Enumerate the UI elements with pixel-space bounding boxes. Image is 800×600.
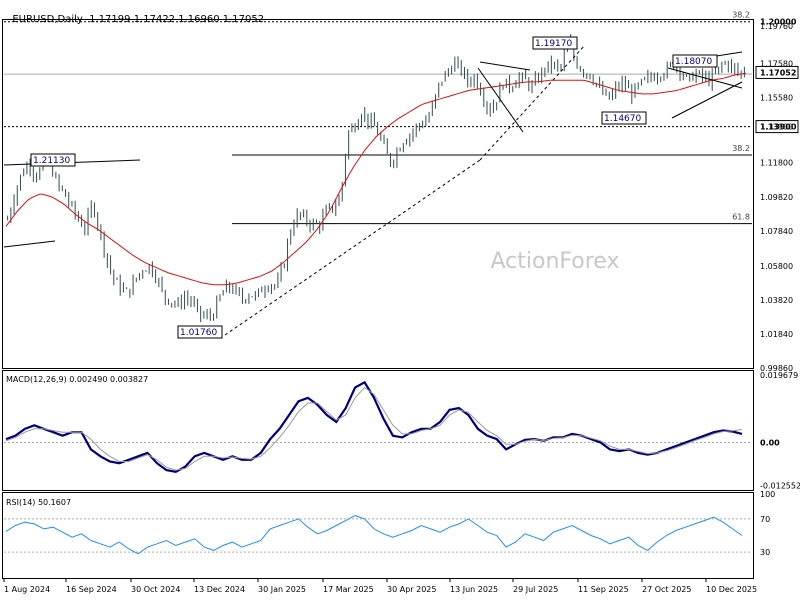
trend-line-3 [477, 67, 524, 133]
price-tick-2: 1.15580 [760, 94, 793, 103]
x-tick-label-2: 30 Oct 2024 [131, 585, 180, 594]
rsi-pane-frame [2, 492, 754, 579]
swing-annotation-4: 1.18070 [675, 57, 712, 67]
price-tick-6: 1.07840 [760, 227, 793, 236]
rsi-tick-2: 30 [760, 548, 770, 557]
swing-annotation-1: 1.01760 [180, 328, 217, 338]
rsi-series-line [5, 515, 743, 555]
swing-annotation-0: 1.21130 [33, 156, 70, 166]
level-tag-1-20000: 1.20000 [760, 18, 797, 27]
swing-annotation-box-2 [532, 36, 578, 50]
x-tick-label-9: 11 Sep 2025 [578, 585, 629, 594]
price-tick-10: 0.99860 [760, 364, 793, 373]
axis-layer: 1.19760 1.17580 1.15580 1.13900 1.11800 1.098… [3, 18, 800, 594]
price-pane-frame [2, 19, 754, 369]
current-price-tag: 1.17052 [760, 68, 796, 77]
price-tick-3: 1.13900 [760, 123, 793, 132]
pane-frames [2, 19, 754, 579]
macd-layer: MACD(12,26,9) 0.002490 0.003827 [4, 375, 752, 473]
x-tick-label-3: 13 Dec 2024 [194, 585, 245, 594]
x-tick-label-0: 1 Aug 2024 [4, 585, 50, 594]
trend-line-1 [3, 240, 56, 248]
swing-annotation-box-3 [601, 111, 647, 125]
current-price-tag-bg [755, 65, 799, 79]
swing-annotation-2: 1.19170 [535, 39, 572, 49]
x-tick-label-1: 16 Sep 2024 [66, 585, 117, 594]
macd-pane-frame [2, 370, 754, 491]
price-tick-8: 1.03820 [760, 296, 793, 305]
level-tag-1-13900: 1.13900 [760, 123, 797, 132]
price-tick-0: 1.19760 [760, 22, 793, 31]
price-tick-1: 1.17580 [760, 59, 793, 68]
x-tick-label-8: 29 Jul 2025 [513, 585, 558, 594]
moving-average-line [5, 72, 747, 286]
macd-tick-1: 0.00 [760, 439, 780, 448]
price-tick-4: 1.11800 [760, 159, 793, 168]
swing-annotation-box-0 [30, 153, 76, 167]
swing-annotation-3: 1.14670 [604, 114, 641, 124]
fib-label-1: 61.8 [732, 213, 750, 222]
x-tick-label-5: 17 Mar 2025 [323, 585, 374, 594]
price-tick-5: 1.09820 [760, 193, 793, 202]
macd-tick-0: 0.019679 [760, 371, 798, 380]
macd-label: MACD(12,26,9) 0.002490 0.003827 [6, 375, 148, 384]
trend-line-4 [224, 159, 481, 336]
fib-label-top: 38.2 [732, 11, 750, 20]
trend-line-2 [479, 61, 531, 71]
swing-annotation-box-4 [672, 54, 718, 68]
fib-label-0: 38.2 [732, 144, 750, 153]
watermark-text: ActionForex [491, 249, 620, 274]
x-tick-label-11: 10 Dec 2025 [706, 585, 757, 594]
rsi-tick-0: 100 [760, 490, 775, 499]
price-layer: 38.2 38.2 61.8 1.21130 1.01760 1.19170 1.14670… [3, 11, 752, 339]
macd-series-signal [5, 386, 743, 471]
x-tick-label-7: 13 Jun 2025 [450, 585, 498, 594]
price-tick-9: 1.01840 [760, 330, 793, 339]
x-tick-label-6: 30 Apr 2025 [387, 585, 436, 594]
macd-tick-2: -0.012552 [760, 482, 800, 491]
rsi-tick-1: 70 [760, 515, 770, 524]
macd-series-macd [5, 380, 743, 473]
x-tick-label-10: 27 Oct 2025 [642, 585, 691, 594]
x-tick-label-4: 30 Jan 2025 [258, 585, 306, 594]
trend-line-8 [667, 67, 743, 89]
price-tick-7: 1.05800 [760, 262, 793, 271]
trend-line-7 [671, 81, 743, 119]
swing-annotation-box-1 [177, 325, 223, 339]
trend-line-5 [479, 44, 586, 161]
rsi-layer: RSI(14) 50.1607 [4, 498, 752, 555]
rsi-label: RSI(14) 50.1607 [6, 498, 71, 507]
price-level-tag-bg-3 [755, 120, 799, 134]
